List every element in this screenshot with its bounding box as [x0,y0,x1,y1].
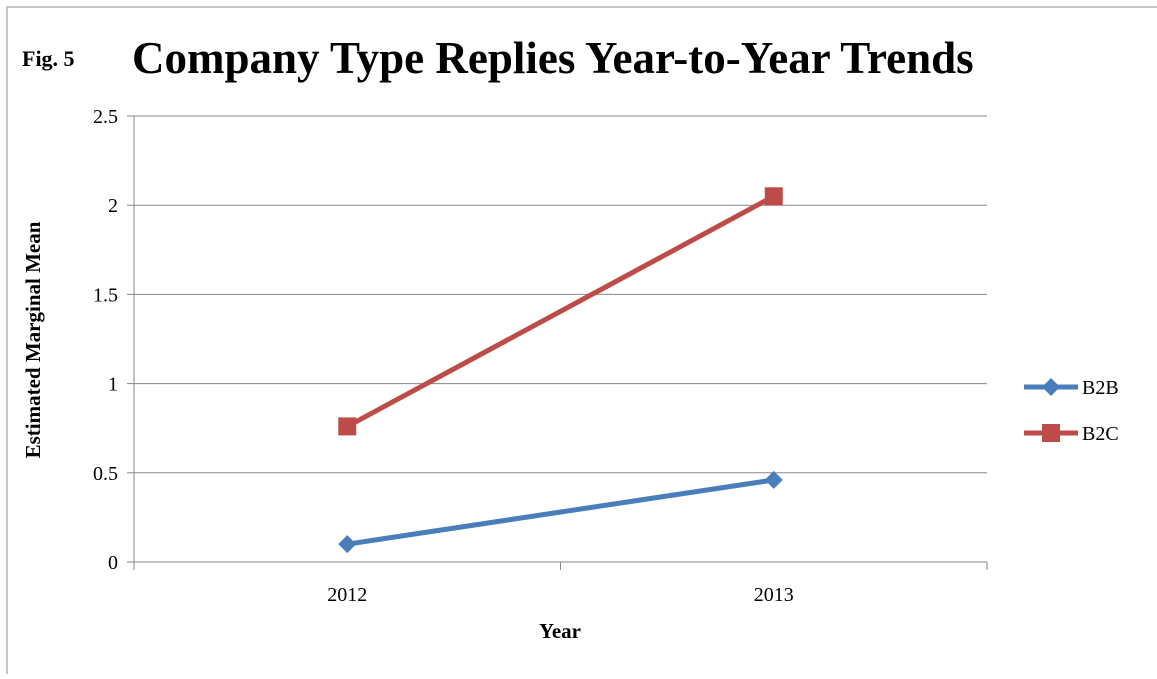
legend: B2B B2C [1024,377,1119,445]
chart-title: Company Type Replies Year-to-Year Trends [132,33,974,83]
chart-border [6,6,1157,674]
legend-label-b2b: B2B [1082,377,1119,399]
y-tick-label: 0.5 [93,463,118,485]
y-tick-label: 1 [108,374,118,396]
y-tick-label: 0 [108,552,118,574]
data-point-b2c [764,187,783,206]
data-point-b2b [338,535,357,554]
series-line-b2c [346,194,775,429]
series [338,187,783,554]
y-axis-label: Estimated Marginal Mean [21,221,45,458]
x-tick-label: 2012 [327,584,367,606]
data-point-b2b [764,470,783,489]
legend-marker-b2c [1042,424,1060,442]
x-axis-label: Year [539,619,581,643]
y-tick-labels: 0 0.5 1 1.5 2 2.5 [93,106,118,574]
legend-marker-b2b [1042,378,1060,396]
y-tick-label: 1.5 [93,284,118,306]
x-tick-labels: 2012 2013 [327,584,794,606]
figure-label: Fig. 5 [22,46,75,71]
x-tick-label: 2013 [754,584,794,606]
series-line-b2b [346,477,775,547]
gridlines [134,115,987,474]
data-point-b2c [338,417,357,436]
axes [127,115,988,570]
y-tick-label: 2.5 [93,106,118,128]
legend-label-b2c: B2C [1082,423,1119,445]
y-tick-label: 2 [108,195,118,217]
